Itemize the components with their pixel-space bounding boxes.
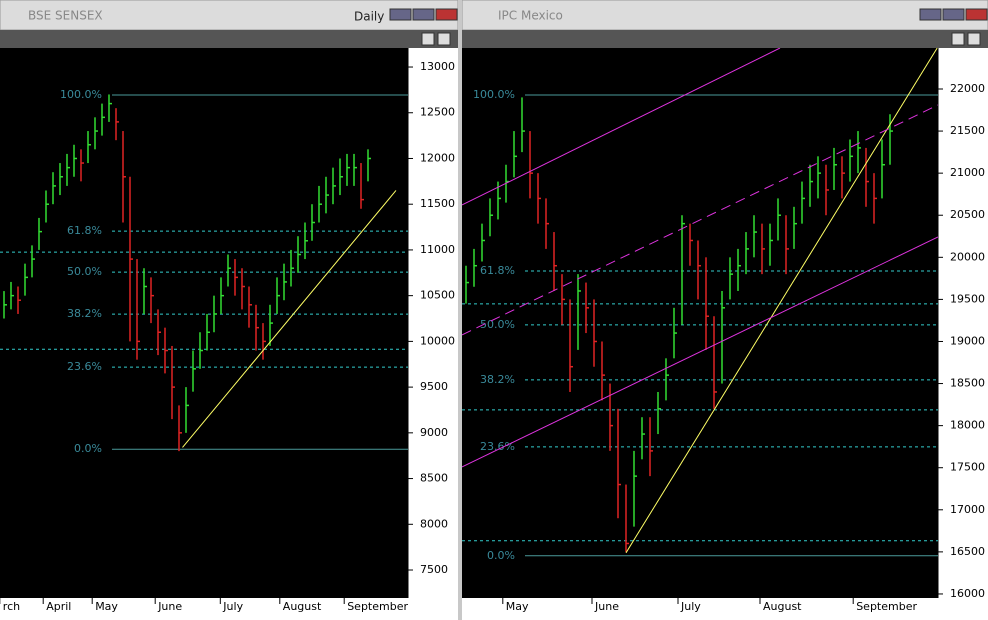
fib-label: 0.0%	[487, 549, 515, 562]
window-button[interactable]	[942, 8, 965, 21]
y-tick-label: 12500	[420, 106, 455, 119]
fib-label: 38.2%	[480, 373, 515, 386]
x-tick-label: April	[46, 600, 71, 613]
y-tick-label: 9000	[420, 426, 448, 439]
window-button[interactable]	[965, 8, 988, 21]
fib-label: 100.0%	[60, 88, 102, 101]
trend-line	[462, 236, 938, 468]
fib-label: 61.8%	[67, 224, 102, 237]
y-tick-label: 20000	[950, 250, 985, 263]
plot-area	[462, 48, 938, 598]
x-tick-label: August	[763, 600, 802, 613]
fib-label: 0.0%	[74, 442, 102, 455]
y-tick-label: 11000	[420, 243, 455, 256]
y-tick-label: 21000	[950, 166, 985, 179]
y-tick-label: 9500	[420, 380, 448, 393]
y-tick-label: 11500	[420, 197, 455, 210]
sub-bar	[0, 30, 458, 48]
x-tick-label: June	[157, 600, 182, 613]
x-tick-label: June	[594, 600, 619, 613]
y-tick-label: 16000	[950, 587, 985, 600]
panel-button[interactable]	[421, 32, 435, 46]
interval: Daily	[354, 10, 384, 24]
fib-label: 38.2%	[67, 307, 102, 320]
fib-label: 100.0%	[473, 88, 515, 101]
y-tick-label: 20500	[950, 208, 985, 221]
y-tick-label: 19000	[950, 334, 985, 347]
y-tick-label: 21500	[950, 124, 985, 137]
chart-window: BSE SENSEX Daily 7500 8000 8500 9000 9500 10000…	[0, 0, 458, 620]
y-axis-area	[408, 48, 458, 598]
x-tick-label: May	[95, 600, 118, 613]
x-tick-label: September	[347, 600, 408, 613]
window-title: BSE SENSEX	[28, 9, 103, 23]
y-tick-label: 13000	[420, 60, 455, 73]
window-button[interactable]	[435, 8, 458, 21]
y-tick-label: 22000	[950, 82, 985, 95]
x-tick-label: May	[506, 600, 529, 613]
window-button[interactable]	[919, 8, 942, 21]
window-button[interactable]	[389, 8, 412, 21]
x-tick-label: August	[283, 600, 322, 613]
y-tick-label: 8500	[420, 472, 448, 485]
chart-window: IPC Mexico 16000 16500 17000 17500 18000 18500…	[462, 0, 988, 620]
fib-label: 50.0%	[480, 318, 515, 331]
y-tick-label: 12000	[420, 151, 455, 164]
panel-button[interactable]	[437, 32, 451, 46]
trend-line	[625, 48, 938, 554]
fib-label: 23.6%	[67, 360, 102, 373]
y-tick-label: 16500	[950, 545, 985, 558]
y-tick-label: 10500	[420, 289, 455, 302]
trend-line	[462, 104, 938, 336]
plot-area	[0, 48, 408, 598]
x-tick-label: July	[680, 600, 701, 613]
x-axis-area	[462, 598, 988, 620]
window-title: IPC Mexico	[498, 9, 563, 23]
y-tick-label: 10000	[420, 334, 455, 347]
x-tick-label: rch	[3, 600, 20, 613]
window-button[interactable]	[412, 8, 435, 21]
panel-button[interactable]	[967, 32, 981, 46]
fib-label: 23.6%	[480, 440, 515, 453]
y-tick-label: 17500	[950, 461, 985, 474]
y-tick-label: 8000	[420, 517, 448, 530]
trend-line	[182, 190, 397, 448]
y-tick-label: 18000	[950, 419, 985, 432]
sub-bar	[462, 30, 988, 48]
x-tick-label: July	[222, 600, 243, 613]
y-tick-label: 18500	[950, 377, 985, 390]
y-axis-area	[938, 48, 988, 598]
y-tick-label: 17000	[950, 503, 985, 516]
x-tick-label: September	[856, 600, 917, 613]
trend-line	[462, 48, 781, 206]
panel-button[interactable]	[951, 32, 965, 46]
y-tick-label: 7500	[420, 563, 448, 576]
x-axis-area	[0, 598, 458, 620]
y-tick-label: 19500	[950, 292, 985, 305]
fib-label: 61.8%	[480, 264, 515, 277]
fib-label: 50.0%	[67, 265, 102, 278]
